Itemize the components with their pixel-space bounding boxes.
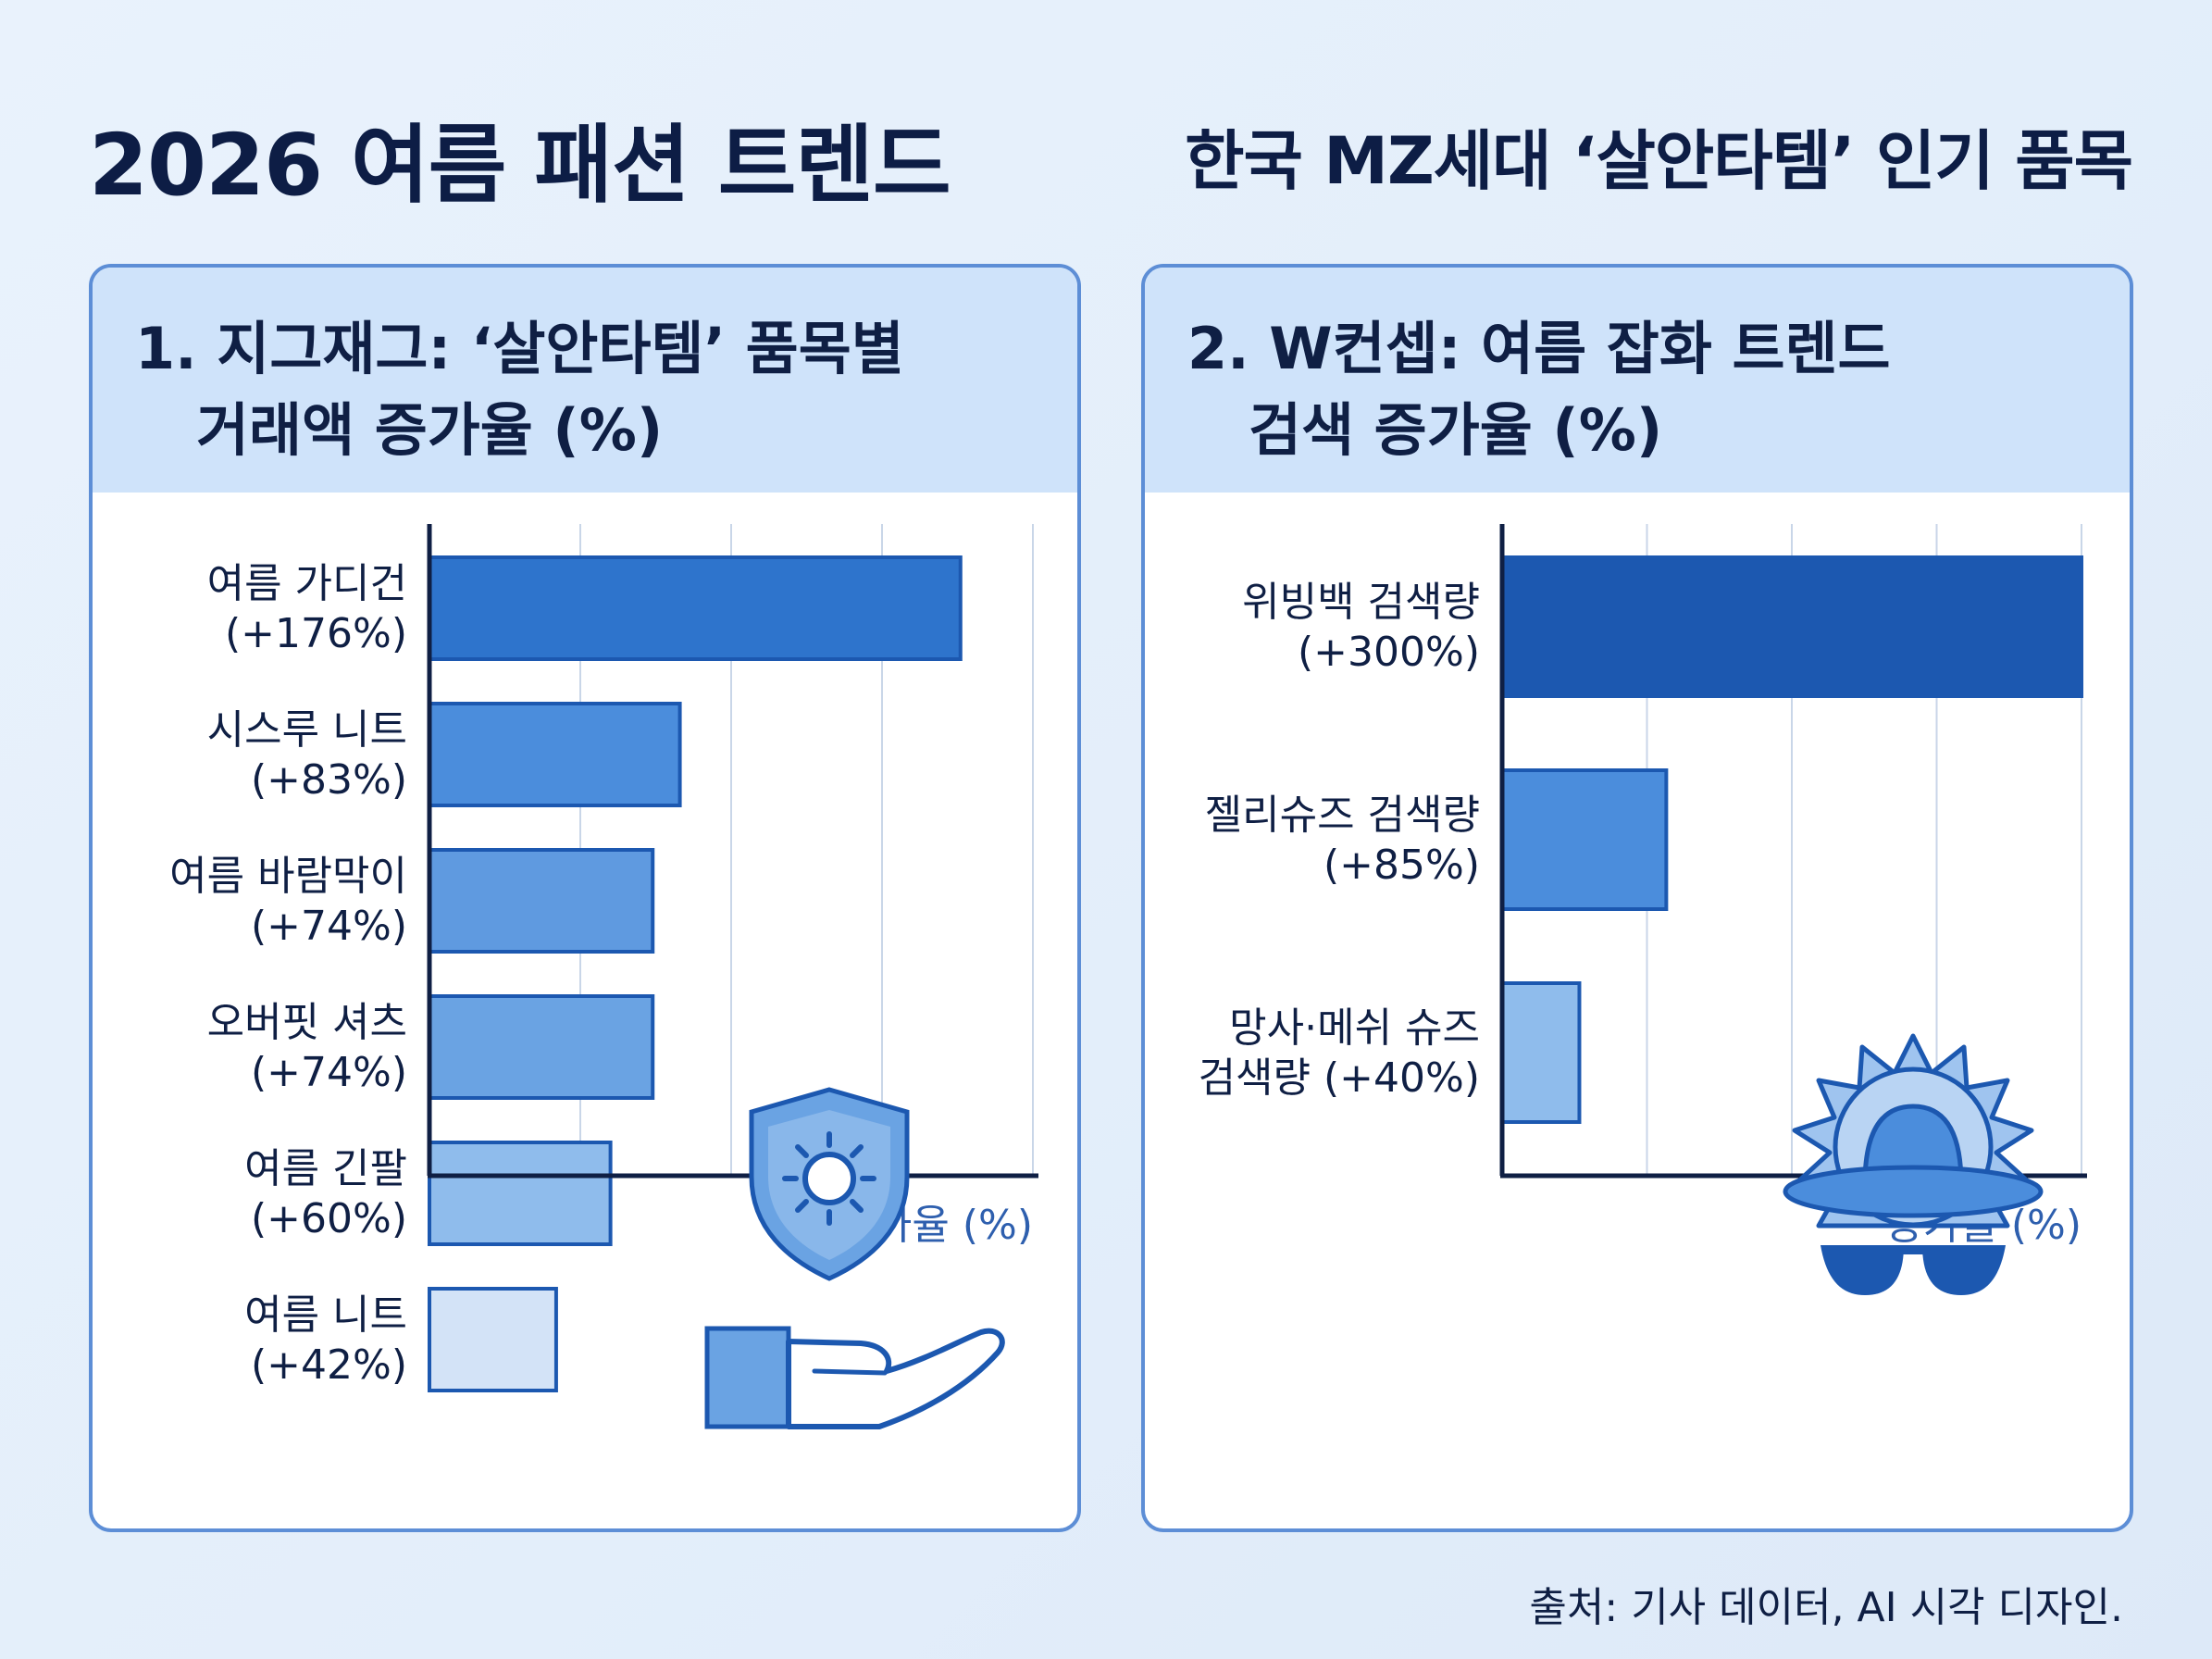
source-note: 출처: 기사 데이터, AI 시각 디자인.	[1529, 1584, 2123, 1631]
category-label: (+85%)	[1323, 842, 1480, 889]
category-label: 여름 니트	[244, 1291, 407, 1339]
category-label: (+176%)	[225, 610, 407, 657]
bar	[428, 555, 963, 661]
category-label: (+60%)	[251, 1195, 407, 1242]
bar	[428, 702, 682, 807]
category-label: 검색량 (+40%)	[1199, 1054, 1480, 1102]
bar	[428, 1287, 558, 1392]
panel-title-line2: 검색 증가율 (%)	[1249, 396, 1663, 464]
category-label: 여름 긴팔	[244, 1145, 407, 1192]
category-label: 젤리슈즈 검색량	[1205, 792, 1480, 839]
category-label: (+300%)	[1298, 629, 1480, 676]
bar-chart-zigzag: 여름 가디건(+176%)시스루 니트(+83%)여름 바람막이(+74%)오버…	[169, 524, 1038, 1392]
shield-sun-hand-icon	[704, 1087, 1005, 1429]
bar	[1500, 981, 1582, 1124]
chart-panel-zigzag: 1. 지그재그: ‘살안타템’ 품목별 거래액 증가율 (%) 여름 가디건 (+…	[89, 264, 1081, 1532]
panel-header: 2. W컨셉: 여름 잡화 트렌드 검색 증가율 (%)	[1145, 268, 2130, 493]
category-label: (+83%)	[251, 756, 407, 804]
panel-title-line1: 2. W컨셉: 여름 잡화 트렌드	[1187, 315, 1891, 382]
bar	[428, 1141, 613, 1246]
category-label: 여름 가디건	[207, 560, 407, 607]
bar	[1500, 768, 1669, 911]
bar	[428, 848, 655, 954]
category-label: 위빙백 검색량	[1242, 579, 1480, 626]
category-label: 오버핏 셔츠	[207, 999, 407, 1046]
bar-chart-wconcept: 위빙백 검색량(+300%) 젤리슈즈 검색량(+85%) 망사·메쉬 슈즈검색량 …	[1199, 524, 2087, 1249]
category-label: (+74%)	[251, 1049, 407, 1096]
category-label: (+74%)	[251, 903, 407, 950]
panel-header: 1. 지그재그: ‘살안타템’ 품목별 거래액 증가율 (%)	[93, 268, 1077, 493]
page-title: 2026 여름 패션 트렌드	[89, 116, 951, 215]
bar	[1500, 555, 2083, 698]
panel-title-line2: 거래액 증가율 (%)	[196, 396, 664, 464]
page-subtitle: 한국 MZ세대 ‘살안타템’ 인기 품목	[1185, 123, 2133, 199]
category-label: (+42%)	[251, 1341, 407, 1389]
panel-title-line1: 1. 지그재그: ‘살안타템’ 품목별	[135, 315, 904, 382]
sun-hat-sunglasses-icon	[1783, 1033, 2044, 1295]
bar	[428, 994, 655, 1100]
category-label: 시스루 니트	[207, 706, 407, 754]
category-label: 망사·메쉬 슈즈	[1229, 1004, 1480, 1052]
chart-panel-wconcept: 2. W컨셉: 여름 잡화 트렌드 검색 증가율 (%) 위빙백 검색량 (+30…	[1141, 264, 2133, 1532]
category-label: 여름 바람막이	[169, 853, 407, 900]
